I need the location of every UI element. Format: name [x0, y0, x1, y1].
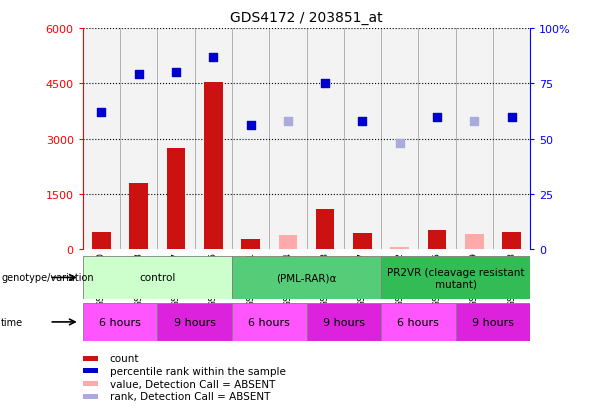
Point: [134, 72, 143, 78]
Bar: [455, 29, 493, 250]
Bar: [232, 29, 269, 250]
Bar: [344, 29, 381, 250]
Bar: [232, 304, 306, 341]
Bar: [353, 233, 371, 250]
Point: [395, 140, 405, 147]
Bar: [306, 29, 344, 250]
Text: 9 hours: 9 hours: [173, 317, 216, 327]
Text: time: time: [1, 317, 23, 327]
Point: [171, 70, 181, 76]
Bar: [83, 256, 232, 299]
Point: [96, 109, 106, 116]
Point: [432, 114, 442, 121]
Text: 9 hours: 9 hours: [323, 317, 365, 327]
Text: (PML-RAR)α: (PML-RAR)α: [276, 273, 337, 283]
Point: [208, 55, 218, 61]
Text: count: count: [110, 353, 139, 363]
Bar: [120, 29, 158, 250]
Bar: [465, 235, 484, 250]
Bar: [419, 29, 455, 250]
Point: [283, 119, 293, 125]
Bar: [390, 247, 409, 250]
Bar: [92, 232, 111, 250]
Point: [357, 119, 367, 125]
Bar: [381, 29, 419, 250]
Title: GDS4172 / 203851_at: GDS4172 / 203851_at: [230, 11, 383, 25]
Text: genotype/variation: genotype/variation: [1, 273, 94, 283]
Bar: [83, 394, 99, 399]
Text: value, Detection Call = ABSENT: value, Detection Call = ABSENT: [110, 379, 275, 389]
Point: [507, 114, 517, 121]
Bar: [381, 304, 455, 341]
Text: control: control: [139, 273, 175, 283]
Point: [320, 81, 330, 88]
Bar: [269, 29, 306, 250]
Bar: [242, 240, 260, 250]
Bar: [381, 256, 530, 299]
Bar: [158, 29, 195, 250]
Text: 9 hours: 9 hours: [472, 317, 514, 327]
Bar: [83, 304, 158, 341]
Bar: [83, 381, 99, 386]
Bar: [83, 29, 120, 250]
Bar: [502, 232, 521, 250]
Bar: [158, 304, 232, 341]
Text: 6 hours: 6 hours: [397, 317, 440, 327]
Bar: [129, 183, 148, 250]
Bar: [83, 368, 99, 373]
Bar: [167, 149, 185, 250]
Text: rank, Detection Call = ABSENT: rank, Detection Call = ABSENT: [110, 392, 270, 401]
Text: PR2VR (cleavage resistant
mutant): PR2VR (cleavage resistant mutant): [387, 267, 524, 289]
Bar: [455, 304, 530, 341]
Bar: [232, 256, 381, 299]
Bar: [306, 304, 381, 341]
Point: [246, 123, 256, 129]
Text: 6 hours: 6 hours: [99, 317, 141, 327]
Bar: [278, 236, 297, 250]
Bar: [195, 29, 232, 250]
Bar: [316, 209, 335, 250]
Text: percentile rank within the sample: percentile rank within the sample: [110, 366, 286, 376]
Bar: [204, 82, 223, 250]
Bar: [428, 230, 446, 250]
Text: 6 hours: 6 hours: [248, 317, 290, 327]
Bar: [83, 356, 99, 361]
Point: [470, 119, 479, 125]
Bar: [493, 29, 530, 250]
